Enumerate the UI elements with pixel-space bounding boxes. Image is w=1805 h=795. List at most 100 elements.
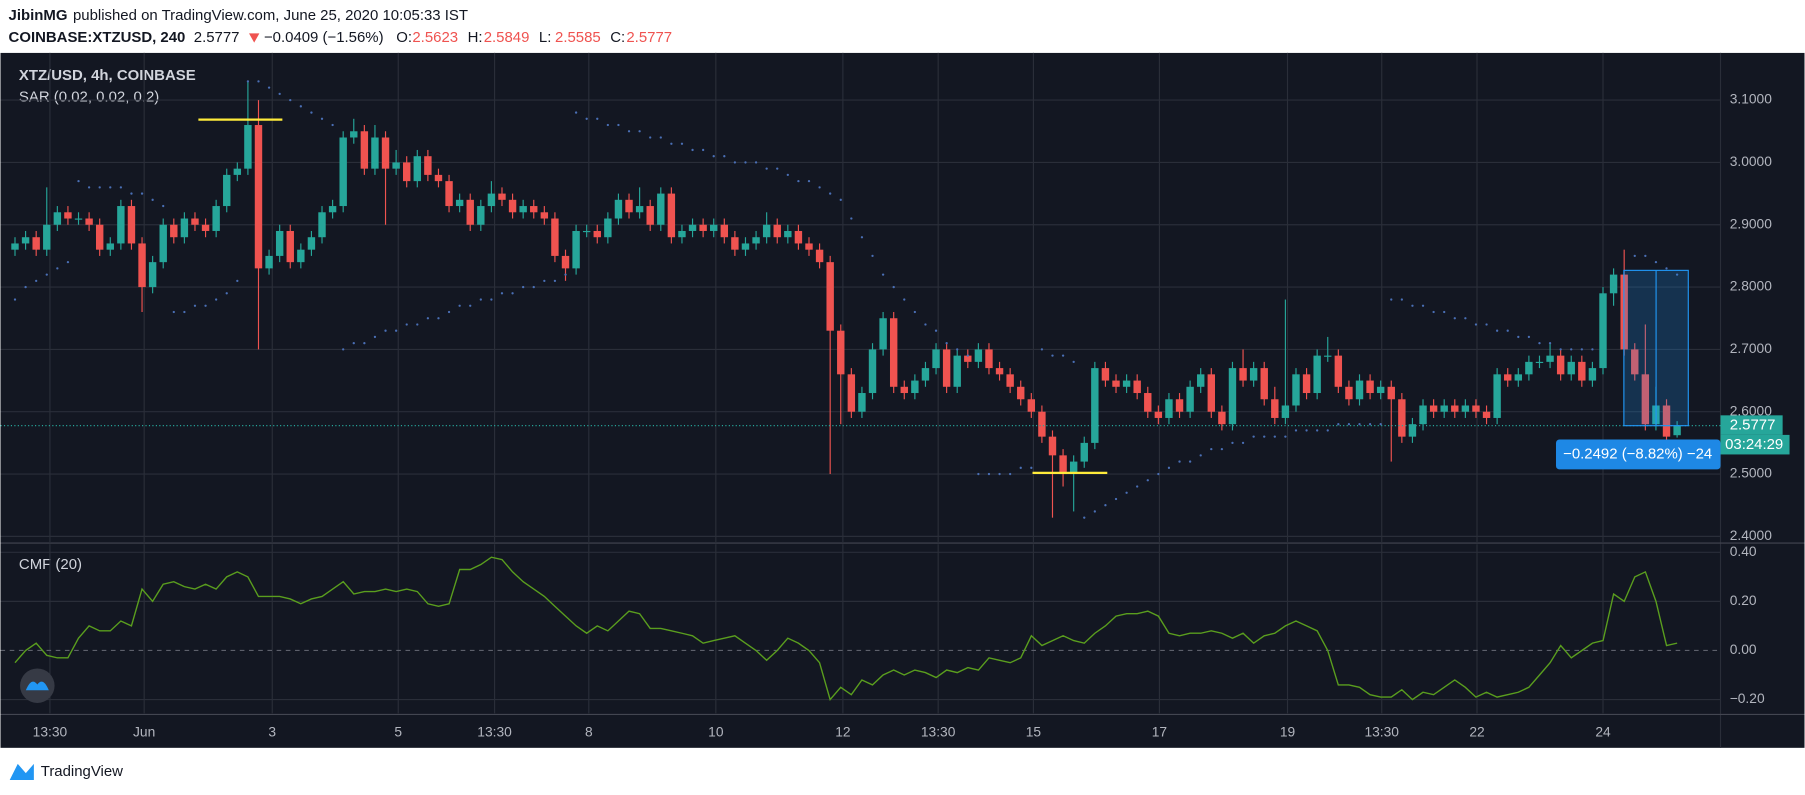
sar-dot — [511, 292, 514, 295]
sar-dot — [479, 298, 482, 301]
y2-tick-label: −0.20 — [1730, 691, 1765, 706]
candle-body — [1069, 461, 1078, 475]
sar-dot — [1210, 447, 1213, 451]
candle-body — [911, 380, 919, 394]
candle-body — [392, 162, 400, 169]
candle-body — [1429, 405, 1438, 412]
sar-dot — [352, 342, 355, 345]
sar-dot — [45, 273, 48, 276]
ohlc-value: 2.5849 — [484, 29, 530, 46]
candle-body — [582, 230, 591, 233]
candle-body — [297, 249, 305, 263]
candle-body — [1376, 386, 1385, 394]
candle-body — [530, 206, 538, 213]
sar-dot — [87, 186, 91, 189]
candle-body — [1662, 405, 1671, 437]
candle-body — [985, 349, 993, 369]
sar-dot — [13, 298, 17, 301]
candle-body — [964, 355, 972, 362]
sar-dot — [1453, 317, 1456, 320]
candle-body — [1144, 393, 1152, 412]
sar-dot — [998, 472, 1001, 476]
sar-dot — [162, 204, 165, 208]
sar-dot — [331, 123, 334, 127]
candle-body — [265, 255, 273, 269]
candle-body — [646, 206, 654, 225]
sar-dot — [1136, 485, 1139, 488]
sar-dot — [712, 155, 715, 158]
sar-dot — [204, 304, 207, 307]
candle-body — [201, 224, 210, 231]
x-tick-label: 13:30 — [33, 725, 68, 740]
candle-body — [561, 255, 570, 269]
candle-body — [826, 262, 834, 331]
candle-body — [1609, 274, 1618, 294]
sar-dot — [363, 342, 366, 345]
sar-dot — [1538, 342, 1541, 345]
x-tick-label: 19 — [1280, 725, 1296, 740]
sar-dot — [405, 323, 408, 326]
candle-body — [286, 230, 294, 263]
sar-dot — [585, 117, 588, 120]
candle-body — [1387, 386, 1395, 400]
sar-dot — [670, 142, 673, 145]
candle-body — [1567, 361, 1575, 375]
candle-body — [1514, 374, 1523, 381]
candle-body — [635, 206, 644, 213]
sar-dot — [1591, 348, 1594, 351]
sar-dot — [416, 323, 419, 326]
candle-body — [1408, 424, 1417, 437]
candle-body — [381, 137, 390, 169]
candle-body — [477, 206, 485, 225]
candle-body — [604, 218, 612, 238]
y-tick-label: 2.4000 — [1730, 528, 1773, 543]
candle-body — [11, 243, 19, 250]
y2-tick-label: 0.20 — [1730, 593, 1757, 608]
x-tick-label: 3 — [268, 725, 276, 740]
candle-body — [180, 218, 189, 238]
candle-body — [1017, 386, 1025, 400]
sar-dot — [1411, 304, 1414, 307]
candle-body — [434, 174, 443, 182]
sar-dot — [1167, 466, 1171, 469]
sar-dot — [1273, 435, 1276, 438]
sar-dot — [1675, 273, 1679, 276]
sar-dot — [1051, 354, 1054, 357]
sar-dot — [1146, 479, 1149, 482]
sar-dot — [977, 472, 980, 476]
y-tick-label: 2.8000 — [1730, 279, 1773, 294]
candle-body — [1302, 374, 1311, 394]
candle-body — [1461, 405, 1470, 412]
sar-dot — [945, 342, 948, 345]
y-tick-label: 2.9000 — [1730, 216, 1773, 231]
candle-body — [678, 230, 686, 238]
sar-dot — [1220, 447, 1224, 451]
sar-dot — [437, 317, 440, 320]
candle-body — [159, 224, 167, 263]
candle-body — [1186, 386, 1194, 412]
sar-dot — [1040, 348, 1044, 351]
sar-dot — [786, 173, 789, 177]
sar-dot — [299, 105, 302, 108]
sar-dot — [934, 329, 938, 332]
sar-dot — [66, 260, 70, 264]
candle-body — [106, 243, 114, 250]
candle-body — [1197, 374, 1205, 387]
candle-body — [1080, 442, 1088, 462]
price: 2.5777 — [194, 29, 240, 46]
logo-badge-icon — [25, 681, 49, 691]
candle-body — [1133, 380, 1141, 394]
sar-dot — [733, 161, 737, 164]
candle-body — [1472, 405, 1480, 412]
sar-dot — [638, 130, 641, 133]
candle-body — [455, 199, 464, 207]
candle-body — [212, 206, 220, 231]
sar-dot — [130, 192, 133, 195]
sar-dot — [839, 198, 842, 201]
sar-dot — [1188, 460, 1192, 463]
sar-dot — [1580, 348, 1583, 351]
sar-dot — [193, 304, 197, 307]
sar-dot — [257, 80, 260, 83]
sar-dot — [881, 273, 885, 276]
